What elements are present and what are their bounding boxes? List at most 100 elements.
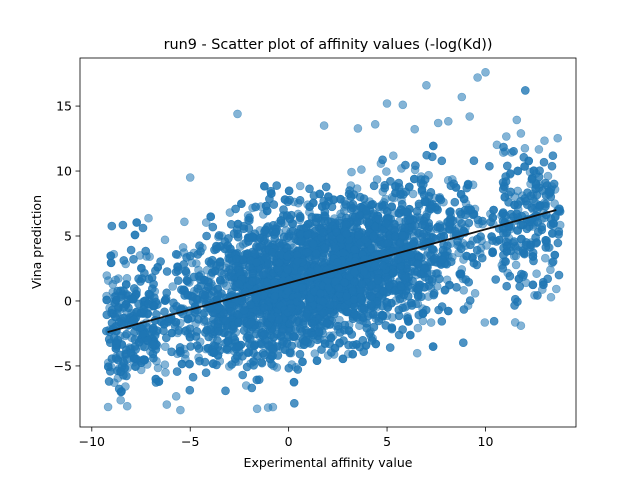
data-point — [511, 260, 521, 270]
data-point — [532, 269, 541, 279]
data-point — [401, 160, 410, 170]
data-point — [533, 291, 542, 300]
data-point — [489, 316, 499, 326]
data-point — [214, 231, 224, 240]
data-point — [129, 254, 138, 264]
data-point — [540, 136, 549, 145]
data-point — [533, 227, 543, 237]
data-point — [548, 151, 558, 160]
data-point — [413, 323, 423, 333]
data-point — [222, 344, 231, 354]
data-point — [453, 237, 462, 246]
data-point — [547, 161, 557, 171]
data-point — [410, 124, 420, 134]
data-point — [510, 294, 520, 304]
data-point — [472, 260, 482, 270]
data-point — [420, 175, 430, 184]
data-point — [305, 184, 314, 194]
data-point — [502, 161, 512, 171]
data-point — [118, 220, 128, 230]
data-point — [104, 377, 114, 386]
data-point — [174, 276, 183, 285]
data-point — [543, 274, 553, 284]
data-point — [553, 238, 563, 248]
data-point — [114, 384, 124, 394]
data-point — [284, 363, 294, 373]
data-point — [464, 277, 474, 287]
data-point — [357, 165, 366, 174]
data-point — [539, 157, 549, 167]
data-point — [344, 340, 353, 350]
data-point — [369, 181, 379, 191]
data-point — [160, 235, 170, 245]
data-point — [287, 341, 297, 351]
data-point — [171, 391, 181, 401]
data-point — [505, 271, 515, 281]
data-point — [459, 285, 469, 295]
data-point — [202, 231, 211, 241]
data-point — [540, 253, 550, 263]
data-point — [502, 281, 512, 291]
data-point — [553, 133, 563, 143]
data-point — [295, 349, 305, 359]
data-point — [238, 370, 247, 380]
data-point — [126, 245, 136, 255]
data-point — [470, 288, 480, 298]
data-point — [408, 189, 418, 199]
data-point — [341, 200, 351, 209]
data-point — [160, 360, 170, 370]
data-point — [149, 279, 158, 289]
data-point — [450, 226, 460, 236]
data-point — [107, 221, 117, 231]
data-point — [295, 196, 305, 205]
data-point — [520, 144, 530, 153]
data-point — [178, 243, 188, 252]
data-point — [353, 124, 363, 133]
data-point — [116, 395, 125, 405]
data-point — [268, 402, 278, 412]
data-point — [551, 284, 561, 294]
data-point — [457, 219, 466, 228]
data-point — [185, 385, 195, 395]
data-point — [208, 222, 218, 232]
data-point — [541, 178, 550, 188]
data-point — [459, 305, 469, 314]
data-point — [172, 367, 182, 376]
data-point — [167, 347, 176, 357]
data-point — [295, 181, 305, 191]
data-point — [141, 246, 150, 256]
data-point — [394, 330, 404, 340]
data-point — [347, 167, 356, 177]
data-point — [450, 197, 460, 207]
data-point — [289, 398, 299, 408]
data-point — [491, 275, 501, 284]
data-point — [501, 132, 511, 141]
data-point — [362, 323, 372, 333]
data-point — [485, 161, 494, 171]
data-point — [114, 274, 123, 283]
data-point — [546, 292, 556, 302]
data-point — [534, 145, 544, 154]
data-point — [412, 206, 422, 216]
data-point — [482, 241, 491, 250]
data-point — [161, 342, 170, 352]
data-point — [498, 184, 508, 194]
data-point — [180, 217, 189, 227]
data-point — [469, 156, 479, 165]
data-point — [520, 86, 530, 95]
data-point — [465, 296, 475, 305]
data-point — [200, 357, 210, 367]
data-point — [458, 338, 468, 348]
data-point — [437, 316, 447, 326]
data-point — [456, 210, 466, 219]
data-point — [201, 218, 211, 227]
data-point — [443, 117, 453, 126]
data-point — [153, 363, 163, 373]
data-point — [509, 147, 518, 156]
data-point — [293, 365, 303, 374]
data-point — [161, 368, 170, 377]
data-point — [554, 270, 564, 280]
data-point — [412, 348, 422, 358]
